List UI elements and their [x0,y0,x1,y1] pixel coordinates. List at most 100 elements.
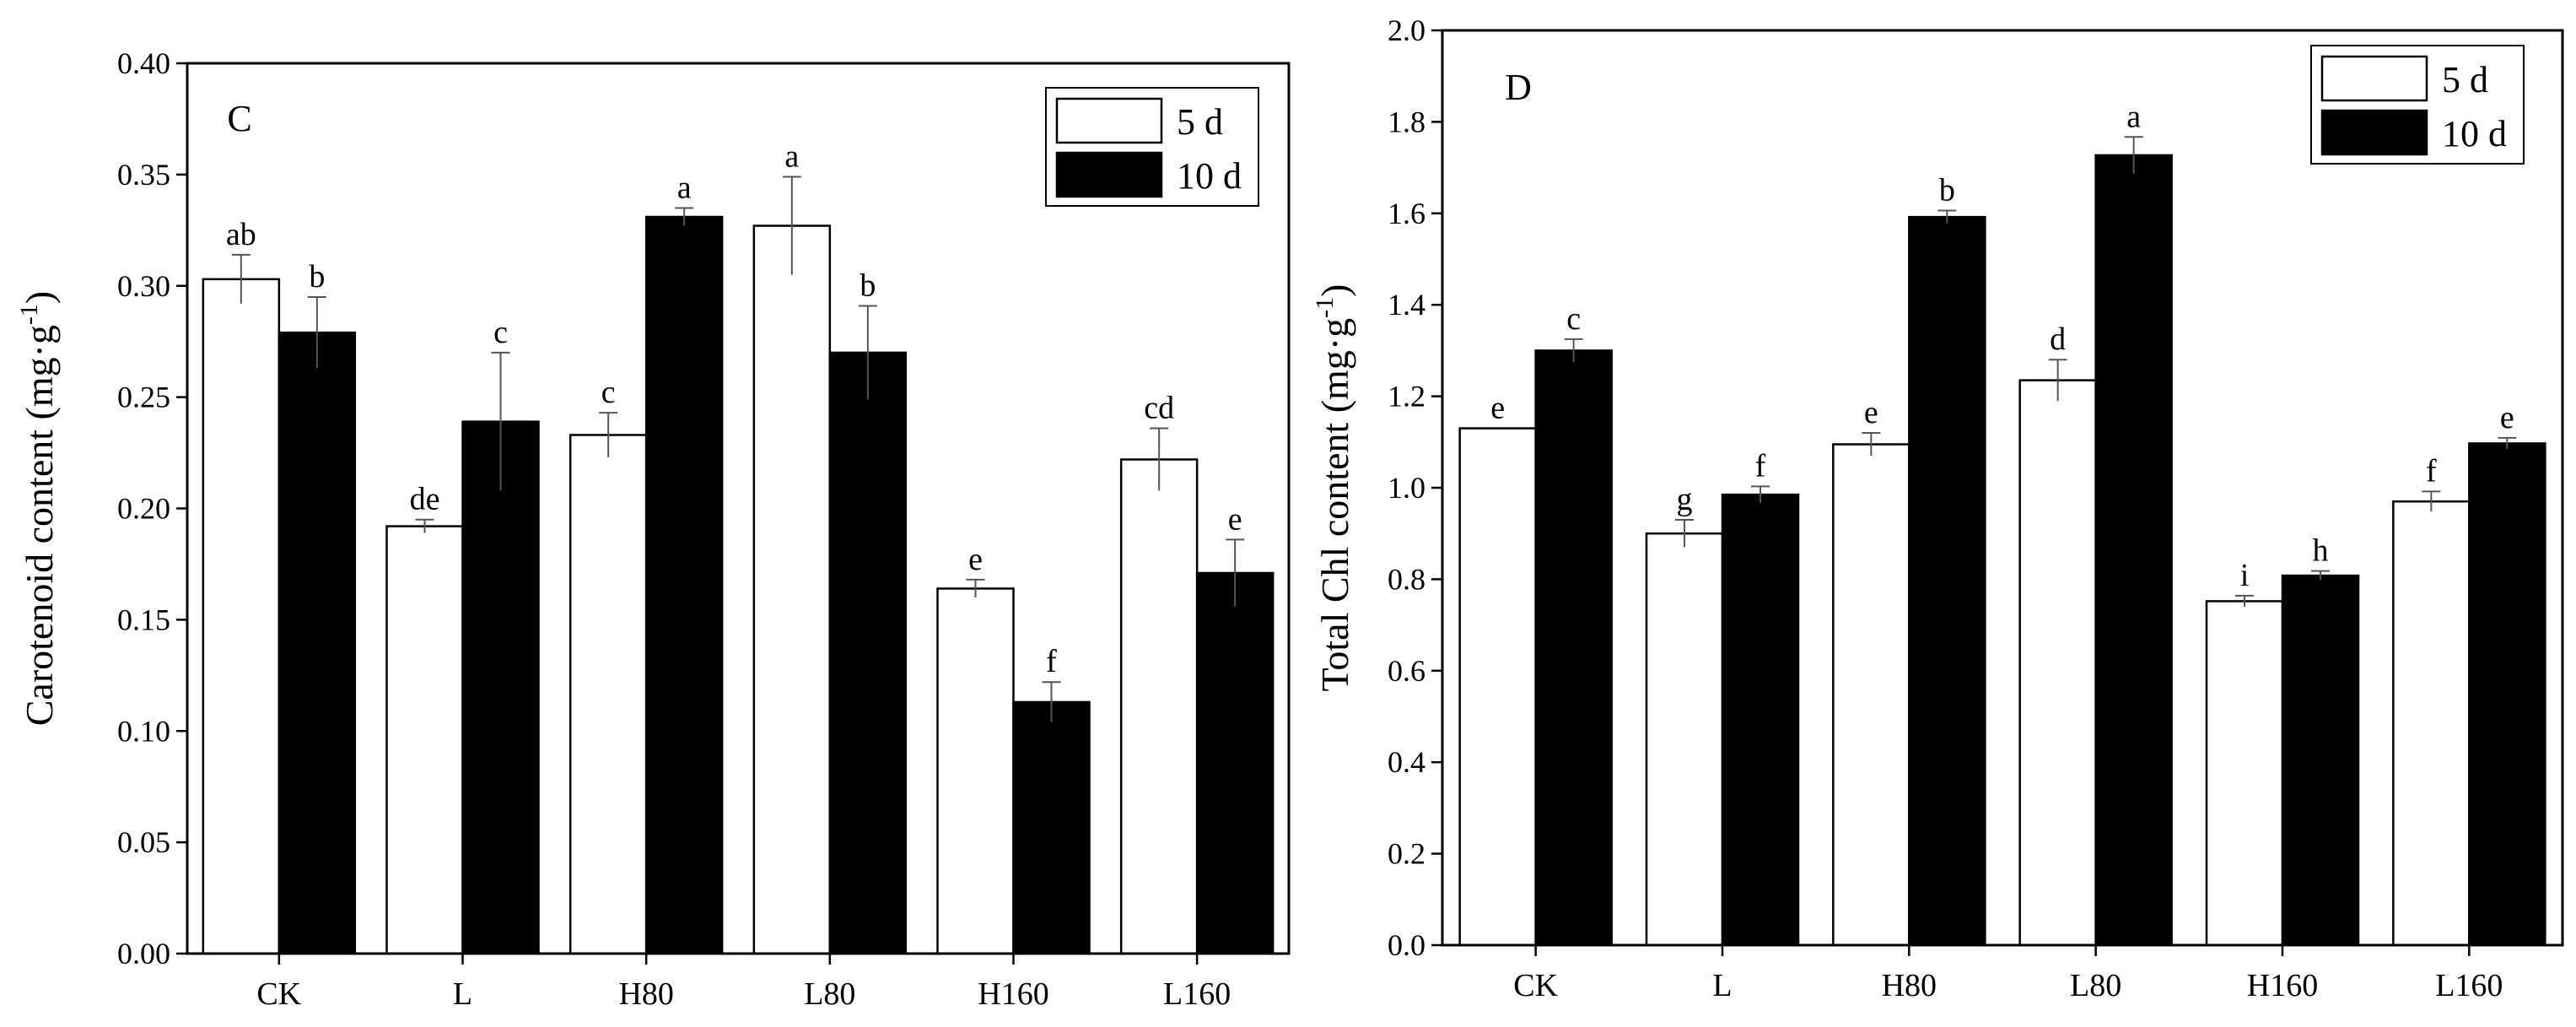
significance-label-ck-10d: c [1566,301,1581,337]
y-tick-label: 0.0 [1388,928,1425,962]
y-tick-label: 1.6 [1388,197,1425,230]
bar-h80-5d [569,434,648,955]
x-tick-label-l: L [453,976,472,1012]
bar-h160-10d [2281,574,2360,947]
significance-label-h160-10d: h [2313,533,2329,569]
legend-label-10d: 10 d [2442,113,2507,154]
y-axis-title: Carotenoid content (mg·g-1) [15,291,61,727]
x-tick-label-h160: H160 [978,976,1048,1012]
significance-label-h80-5d: e [1864,395,1878,430]
significance-label-l160-5d: cd [1144,391,1174,426]
legend-swatch-5d [2320,55,2428,102]
bar-h80-10d [1908,215,1986,947]
legend-swatch-10d [1055,151,1163,198]
bar-l-10d [1721,493,1800,947]
y-tick-label: 0.8 [1388,562,1425,596]
legend: 5 d 10 d [1045,87,1259,207]
y-axis-title-close: ) [18,291,61,304]
y-tick-label: 0.05 [117,825,170,859]
y-tick-label: 0.30 [117,269,170,303]
significance-label-l160-10d: e [1228,501,1242,537]
x-tick-label-l160: L160 [1163,976,1231,1012]
y-tick-label: 0.00 [117,937,170,970]
significance-label-l160-5d: f [2426,453,2437,489]
significance-label-h80-5d: c [601,375,616,410]
y-tick-label: 1.0 [1388,471,1425,505]
bar-h160-10d [1012,700,1091,955]
chart-panel-c: abbCKdecLcaH80abL80efH160cdeL1600.000.05… [15,46,1291,1012]
y-tick-label: 0.10 [117,714,170,748]
significance-label-h80-10d: a [677,170,692,205]
y-tick-label: 1.4 [1388,288,1425,322]
significance-label-h160-5d: e [968,542,983,577]
y-axis-title-main: Total Chl content (mg·g [1313,318,1356,692]
y-axis-title-close: ) [1313,284,1356,297]
y-axis-title-exponent: -1 [1311,297,1339,318]
significance-label-l80-5d: d [2050,322,2066,357]
x-tick-label-ck: CK [256,976,301,1012]
bar-l-5d [1645,532,1724,947]
bar-ck-5d [202,278,281,955]
significance-label-l-5d: g [1677,482,1693,517]
bar-l160-10d [2468,442,2546,947]
significance-label-h80-10d: b [1939,173,1955,208]
bar-l-5d [385,525,464,955]
x-tick-label-l: L [1712,968,1732,1003]
y-tick-label: 2.0 [1388,14,1425,47]
bar-h160-5d [2205,600,2284,947]
significance-label-l80-5d: a [784,139,799,175]
bar-l160-5d [2392,500,2471,947]
y-tick-label: 0.6 [1388,654,1425,688]
y-tick-label: 1.2 [1388,380,1425,414]
bar-h80-5d [1832,443,1910,947]
y-tick-label: 0.4 [1388,745,1425,779]
bar-l80-5d [752,224,832,955]
x-tick-label-h80: H80 [1882,968,1937,1003]
chart-panel-d: e c CK g f Le b H80 d a L80 i h H160 f e L160 0.0 0.2 0.4 0.… [1311,14,2564,1003]
y-tick-label: 1.8 [1388,105,1425,138]
panel-label: D [1505,67,1532,108]
y-axis-title-main: Carotenoid content (mg·g [18,325,61,726]
y-tick-label: 0.20 [117,492,170,526]
y-axis-title-exponent: -1 [15,304,43,325]
bar-l-10d [461,420,540,955]
bar-l80-5d [2018,379,2097,947]
y-axis-title: Total Chl content (mg·g-1) [1311,284,1356,692]
legend-label-5d: 5 d [2442,59,2488,100]
x-tick-label-l80: L80 [2070,968,2121,1003]
bar-ck-10d [1534,349,1613,947]
significance-label-h160-5d: i [2240,558,2250,593]
bar-h80-10d [644,215,724,955]
legend-label-10d: 10 d [1177,155,1242,197]
significance-label-ck-5d: e [1490,391,1505,426]
bar-h160-5d [936,587,1015,955]
x-tick-label-ck: CK [1513,968,1558,1003]
x-tick-label-h80: H80 [618,976,673,1012]
x-tick-label-h160: H160 [2247,968,2318,1003]
significance-label-ck-10d: b [309,259,325,295]
panel-label: C [227,98,251,139]
significance-label-l-10d: c [493,315,508,350]
bar-l160-10d [1195,571,1275,955]
y-tick-label: 0.40 [117,46,170,80]
legend: 5 d 10 d [2310,45,2525,165]
x-tick-label-l160: L160 [2435,968,2503,1003]
significance-label-l80-10d: a [2126,99,2141,134]
significance-label-l-5d: de [410,482,440,517]
bar-l160-5d [1119,458,1199,955]
legend-swatch-5d [1055,97,1163,144]
y-tick-label: 0.2 [1388,837,1425,871]
significance-label-l80-10d: b [860,268,876,303]
legend-swatch-10d [2320,109,2428,156]
significance-label-l-10d: f [1755,448,1766,484]
bar-ck-5d [1458,427,1537,947]
y-tick-label: 0.35 [117,158,170,192]
y-tick-label: 0.25 [117,381,170,414]
bar-l80-10d [828,351,908,955]
significance-label-l160-10d: e [2500,400,2514,435]
legend-label-5d: 5 d [1177,101,1223,143]
x-tick-label-l80: L80 [804,976,855,1012]
significance-label-ck-5d: ab [226,217,256,252]
bar-ck-10d [278,331,357,955]
bar-l80-10d [2094,154,2173,947]
